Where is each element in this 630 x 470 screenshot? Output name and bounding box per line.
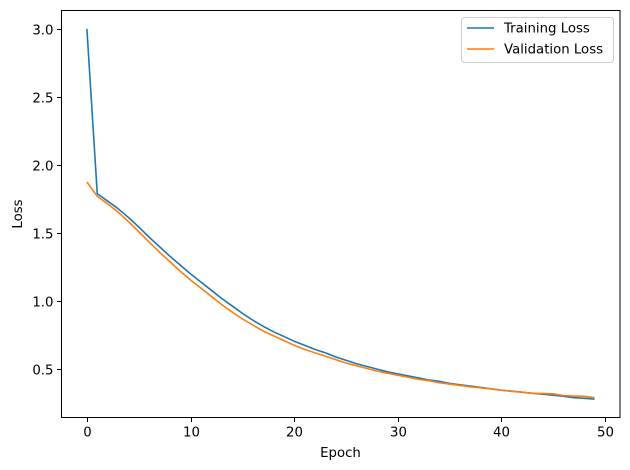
y-tick-label: 2.5	[32, 92, 53, 107]
y-tick-label: 3.0	[32, 24, 53, 39]
training-loss-line	[86, 28, 595, 400]
x-tick-label: 40	[493, 426, 510, 441]
x-tick-label: 0	[83, 426, 91, 441]
legend: Training Loss Validation Loss	[461, 17, 614, 63]
x-axis-ticks: 0 10 20 30 40 50	[83, 417, 614, 441]
y-tick-label: 1.0	[32, 296, 53, 311]
y-axis-ticks: 0.5 1.0 1.5 2.0 2.5 3.0	[32, 24, 62, 379]
x-tick-label: 10	[183, 426, 200, 441]
x-axis-label: Epoch	[320, 446, 361, 461]
x-tick-label: 50	[597, 426, 614, 441]
y-tick-label: 1.5	[32, 228, 53, 243]
plot-lines	[86, 28, 595, 400]
validation-loss-line	[86, 181, 595, 399]
legend-box	[461, 17, 614, 63]
y-tick-label: 0.5	[32, 364, 53, 379]
x-tick-label: 20	[286, 426, 303, 441]
y-axis-label: Loss	[11, 199, 26, 228]
legend-label-training: Training Loss	[503, 22, 590, 37]
axes-frame	[61, 10, 621, 418]
x-tick-label: 30	[390, 426, 407, 441]
legend-label-validation: Validation Loss	[504, 43, 603, 58]
y-tick-label: 2.0	[32, 160, 53, 175]
